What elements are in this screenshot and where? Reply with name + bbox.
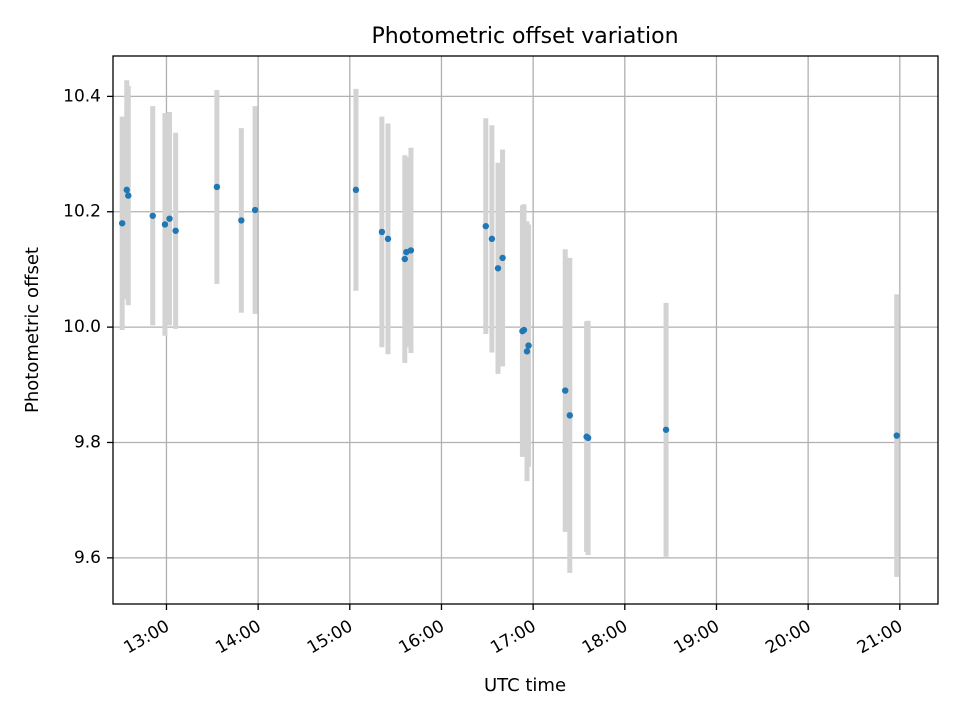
data-point [520, 326, 528, 334]
data-point [407, 247, 415, 254]
chart-title: Photometric offset variation [371, 24, 678, 49]
data-point [499, 254, 506, 262]
data-point [125, 192, 132, 199]
data-point [494, 265, 502, 272]
y-tick-label: 10.2 [63, 202, 101, 222]
data-point [523, 348, 531, 355]
data-point [662, 426, 670, 433]
data-point [161, 221, 169, 228]
data-point [488, 235, 496, 243]
data-point [118, 220, 126, 227]
data-point [566, 412, 574, 419]
data-point [172, 227, 179, 234]
data-point [251, 206, 259, 214]
data-point [166, 215, 173, 222]
data-point [384, 235, 392, 243]
y-axis-label: Photometric offset [22, 247, 43, 413]
data-point [482, 222, 489, 230]
data-point [213, 183, 221, 191]
plot-frame [112, 55, 939, 605]
data-point [378, 228, 386, 236]
data-point [401, 255, 409, 263]
data-points [118, 183, 900, 442]
data-point [525, 342, 532, 349]
y-tick-label: 10.4 [63, 86, 101, 106]
data-point [893, 432, 900, 439]
data-point [352, 186, 360, 194]
data-point [562, 387, 569, 394]
data-point [149, 212, 156, 219]
data-point [584, 434, 592, 442]
data-point [123, 186, 130, 194]
y-tick-label: 10.0 [63, 317, 101, 337]
y-tick-label: 9.8 [74, 432, 101, 452]
y-tick-label: 9.6 [74, 548, 101, 568]
x-axis-label: UTC time [484, 675, 566, 696]
data-point [238, 217, 245, 224]
